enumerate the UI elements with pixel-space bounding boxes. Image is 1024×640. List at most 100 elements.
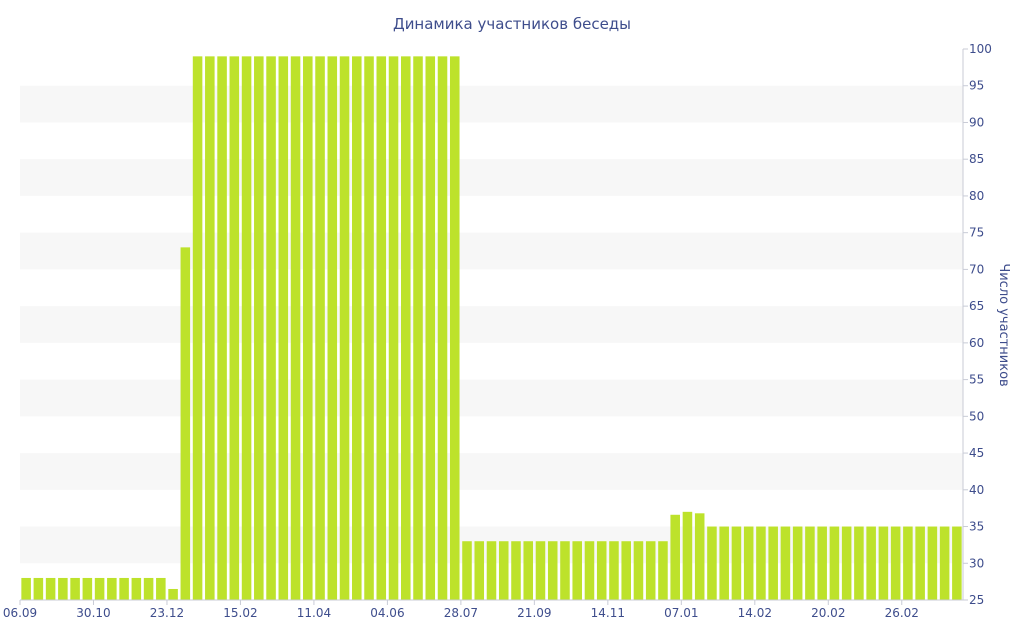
bar[interactable] (584, 541, 595, 600)
bar[interactable] (376, 56, 387, 601)
bar[interactable] (180, 247, 191, 601)
bar[interactable] (915, 526, 925, 600)
y-tick-label: 35 (969, 520, 984, 534)
bar[interactable] (388, 56, 399, 601)
bar[interactable] (217, 56, 227, 601)
x-tick-label: 15.02 (223, 606, 257, 620)
x-tick-label: 14.02 (738, 606, 772, 620)
bar[interactable] (878, 526, 889, 600)
x-tick-label: 11.04 (297, 606, 331, 620)
bar[interactable] (437, 56, 448, 601)
bar[interactable] (401, 56, 411, 601)
bar[interactable] (58, 577, 68, 600)
y-tick-label: 45 (969, 446, 984, 460)
y-tick-label: 85 (969, 152, 984, 166)
bar[interactable] (952, 526, 962, 600)
y-tick-label: 95 (969, 79, 984, 93)
bar[interactable] (866, 526, 876, 600)
bar[interactable] (756, 526, 766, 600)
bar[interactable] (70, 577, 80, 600)
x-tick-label: 20.02 (811, 606, 845, 620)
y-axis-title: Число участников (996, 263, 1011, 386)
bar[interactable] (82, 577, 93, 600)
bar[interactable] (168, 588, 178, 600)
bar[interactable] (156, 577, 166, 600)
bar[interactable] (278, 56, 289, 601)
bar[interactable] (609, 541, 619, 600)
bar[interactable] (327, 56, 338, 601)
x-tick-label: 30.10 (76, 606, 110, 620)
y-tick-label: 65 (969, 299, 984, 313)
y-tick-label: 70 (969, 262, 984, 276)
bar[interactable] (486, 541, 497, 600)
bar[interactable] (131, 577, 142, 600)
bar[interactable] (768, 526, 778, 600)
bar[interactable] (364, 56, 374, 601)
bar[interactable] (205, 56, 215, 601)
bar[interactable] (719, 526, 729, 600)
bar[interactable] (229, 56, 240, 601)
bars-group (21, 56, 962, 601)
bar[interactable] (119, 577, 129, 600)
bar[interactable] (817, 526, 827, 600)
bar[interactable] (743, 526, 754, 600)
x-tick-label: 26.02 (885, 606, 919, 620)
bar[interactable] (449, 56, 460, 601)
y-tick-label: 90 (969, 115, 984, 129)
y-tick-label: 25 (969, 593, 984, 607)
grid-bands (20, 85, 963, 564)
y-tick-label: 50 (969, 409, 984, 423)
bar[interactable] (621, 541, 631, 600)
bar[interactable] (890, 526, 901, 600)
bar[interactable] (192, 56, 203, 601)
bar[interactable] (829, 526, 840, 600)
bar[interactable] (339, 56, 350, 601)
bar[interactable] (854, 526, 864, 600)
bar[interactable] (535, 541, 546, 600)
bar[interactable] (903, 526, 913, 600)
bar[interactable] (707, 526, 717, 600)
bar[interactable] (511, 541, 521, 600)
bar[interactable] (498, 541, 509, 600)
bar[interactable] (21, 577, 31, 600)
bar[interactable] (143, 577, 154, 600)
bar[interactable] (670, 514, 680, 600)
bar[interactable] (352, 56, 362, 601)
bar[interactable] (792, 526, 803, 600)
bar[interactable] (780, 526, 791, 600)
bar[interactable] (413, 56, 423, 601)
bar[interactable] (731, 526, 742, 600)
bar[interactable] (474, 541, 485, 600)
bar[interactable] (547, 541, 558, 600)
bar[interactable] (315, 56, 325, 601)
bar[interactable] (927, 526, 938, 600)
bar[interactable] (45, 577, 56, 600)
bar[interactable] (94, 577, 105, 600)
y-tick-label: 75 (969, 226, 984, 240)
bar[interactable] (107, 577, 117, 600)
bar[interactable] (805, 526, 815, 600)
bar[interactable] (523, 541, 534, 600)
y-tick-label: 60 (969, 336, 984, 350)
bar[interactable] (841, 526, 852, 600)
bar[interactable] (682, 511, 693, 600)
bar[interactable] (266, 56, 276, 601)
bar[interactable] (633, 541, 644, 600)
bar[interactable] (303, 56, 313, 601)
bar[interactable] (694, 513, 705, 600)
bar[interactable] (645, 541, 656, 600)
bar[interactable] (939, 526, 950, 600)
bar[interactable] (241, 56, 252, 601)
bar[interactable] (425, 56, 436, 601)
y-axis: 25 30 35 40 45 50 55 60 65 70 75 80 85 90 95 100 (963, 42, 992, 607)
chart-title: Динамика участников беседы (393, 15, 631, 33)
bar[interactable] (658, 541, 668, 600)
bar[interactable] (462, 541, 472, 600)
bar[interactable] (290, 56, 301, 601)
bar[interactable] (572, 541, 582, 600)
bar[interactable] (33, 577, 44, 600)
bar[interactable] (560, 541, 570, 600)
bar[interactable] (254, 56, 264, 601)
bar[interactable] (596, 541, 607, 600)
